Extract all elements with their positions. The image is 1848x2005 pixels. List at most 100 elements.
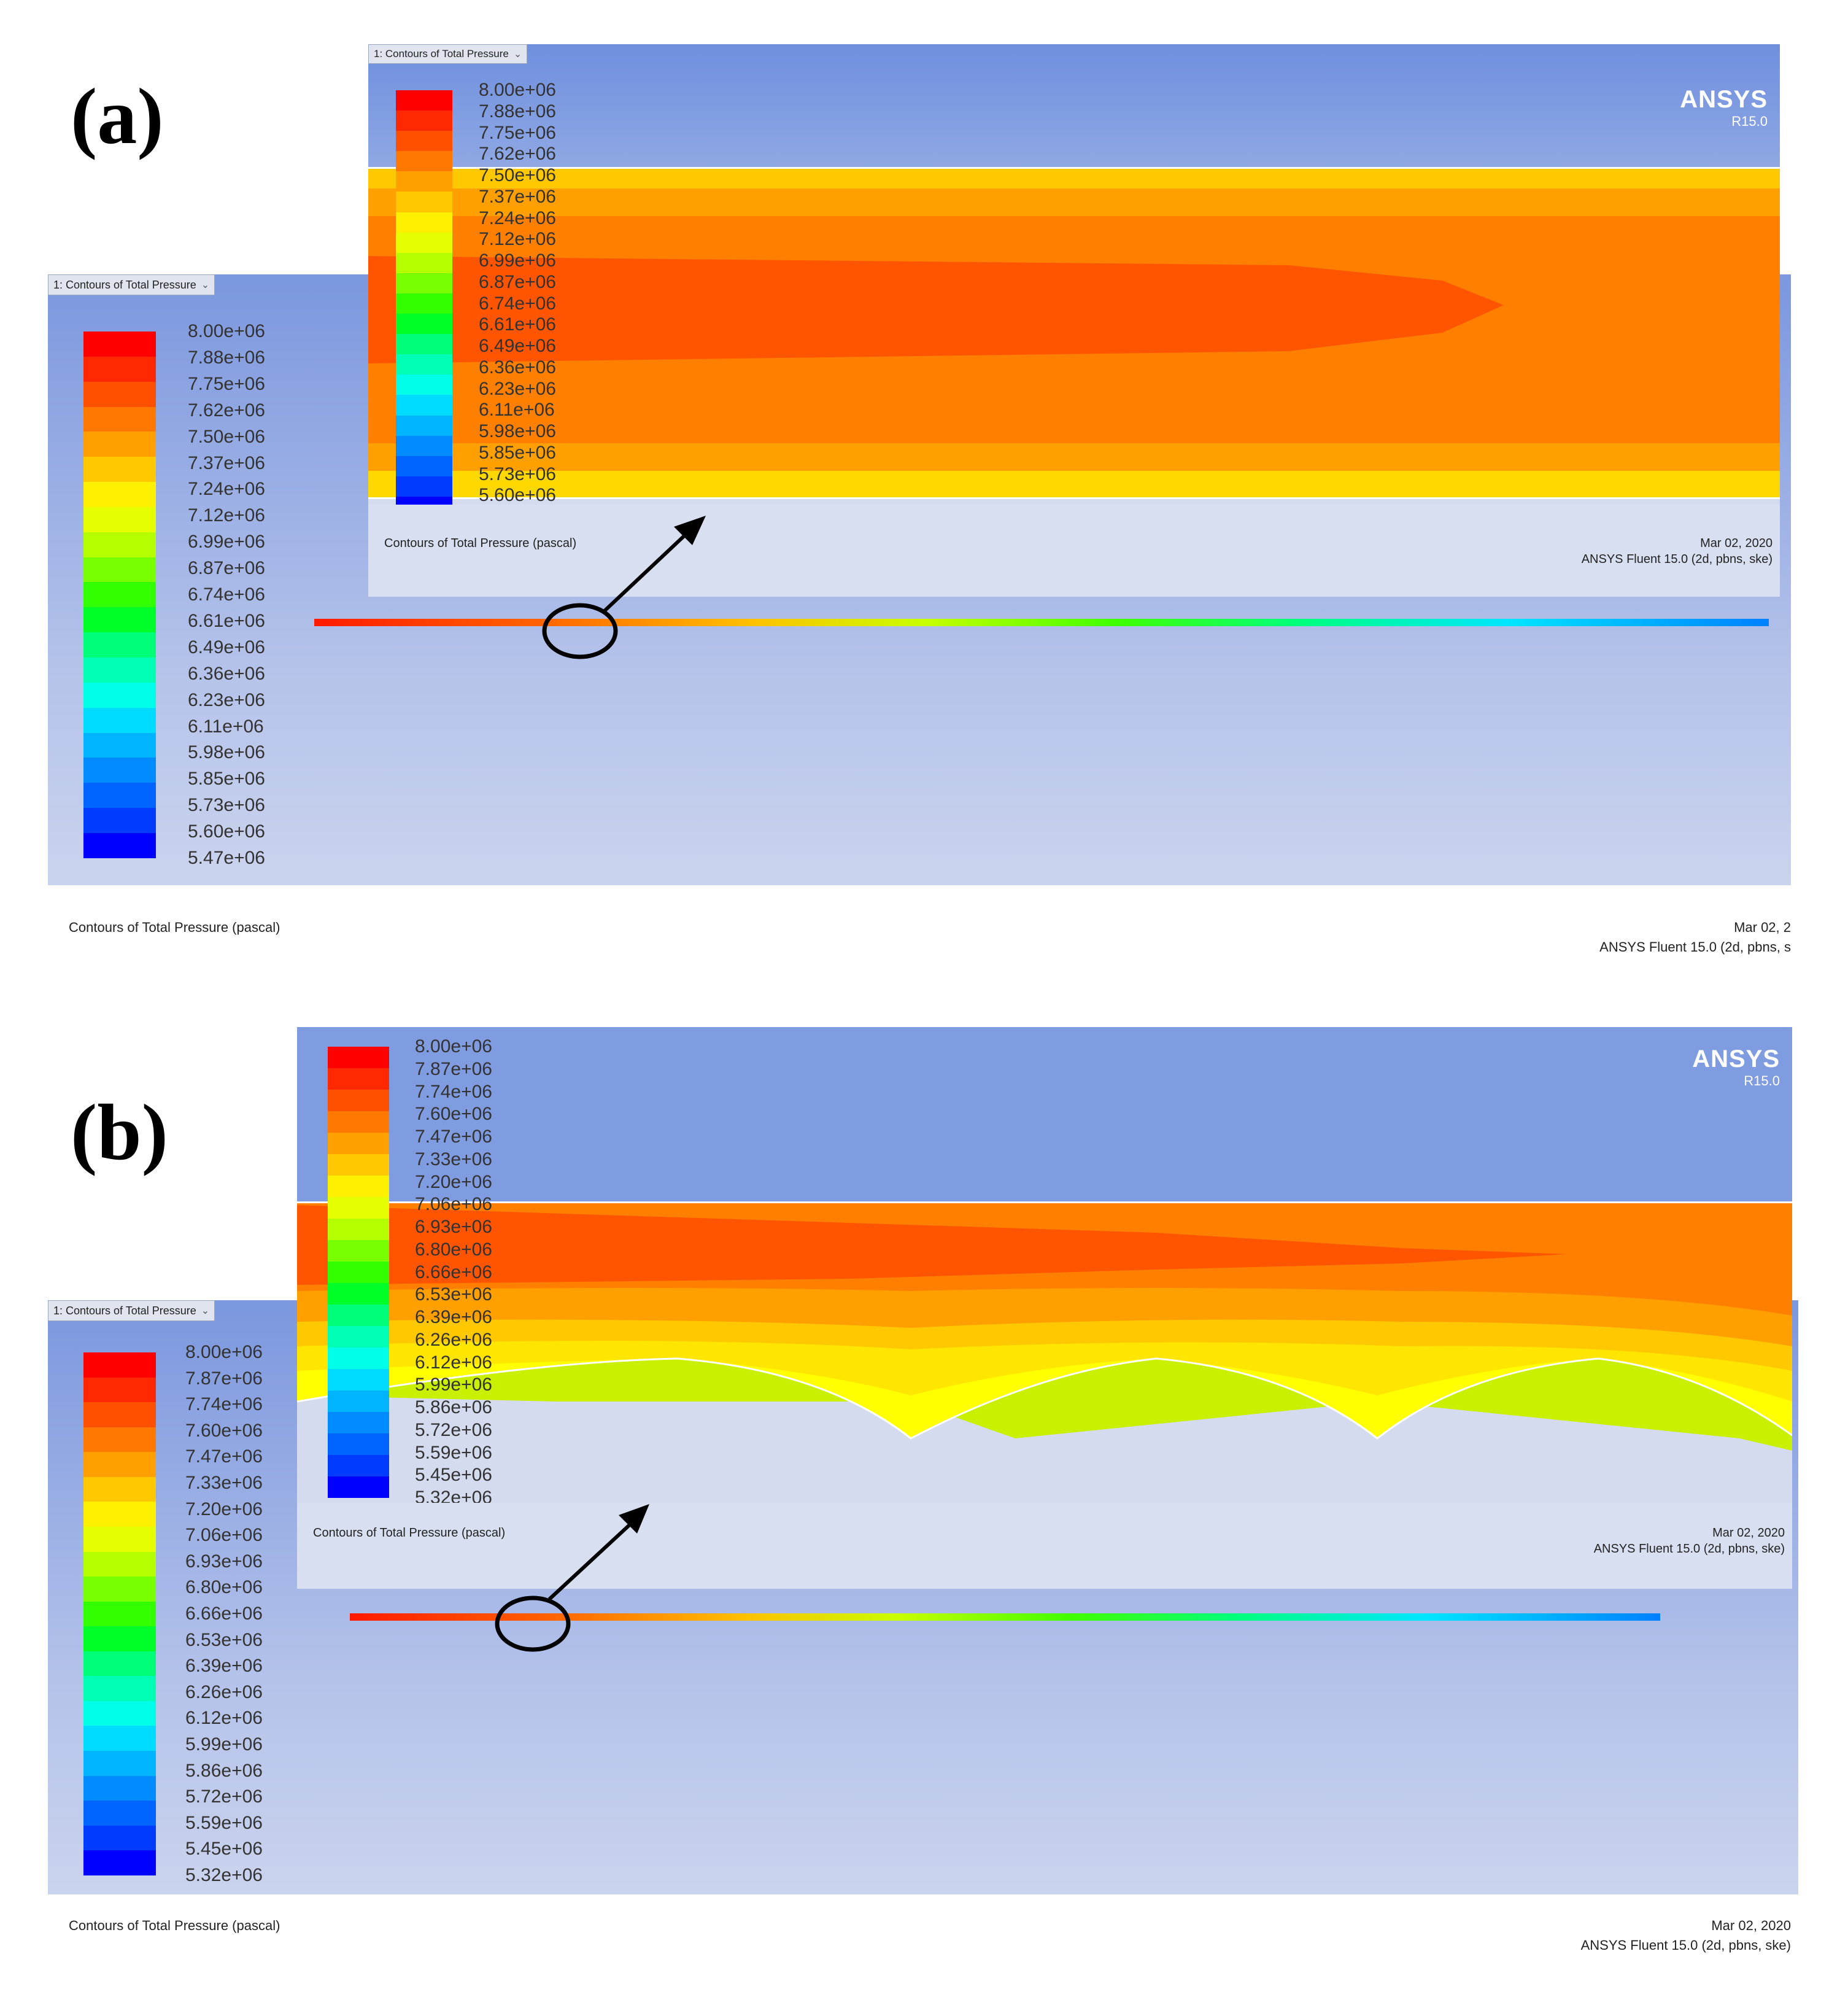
legend-tick-label: 6.49e+06 [479, 336, 556, 356]
legend-tick-label: 5.72e+06 [185, 1786, 263, 1807]
colormap-swatch [328, 1133, 389, 1154]
colormap-swatch [83, 783, 156, 809]
legend-tick-label: 7.06e+06 [415, 1194, 492, 1215]
colormap-swatch [328, 1262, 389, 1283]
legend-tick-label: 5.45e+06 [185, 1839, 263, 1860]
colormap-swatch [396, 415, 452, 436]
colormap-swatch [83, 432, 156, 457]
panel-a-main-title-dropdown[interactable]: 1: Contours of Total Pressure ⌄ [48, 274, 215, 295]
colormap-bar [83, 1352, 156, 1875]
colormap-swatch [83, 1402, 156, 1427]
colormap-swatch [83, 1526, 156, 1552]
colormap-swatch [83, 332, 156, 357]
legend-tick-label: 6.93e+06 [415, 1217, 492, 1237]
colormap-bar [396, 90, 452, 517]
version-stamp: ANSYS Fluent 15.0 (2d, pbns, ske) [1593, 1542, 1785, 1556]
legend-tick-label: 7.33e+06 [415, 1149, 492, 1169]
legend-tick-label: 6.93e+06 [185, 1551, 263, 1572]
legend-tick-label: 6.66e+06 [415, 1262, 492, 1282]
legend-tick-label: 5.98e+06 [188, 742, 265, 763]
legend-tick-label: 7.47e+06 [415, 1127, 492, 1147]
legend-tick-label: 6.12e+06 [415, 1352, 492, 1373]
colormap-swatch [83, 406, 156, 432]
legend-tick-label: 8.00e+06 [415, 1036, 492, 1057]
legend-tick-label: 7.12e+06 [188, 505, 265, 526]
colormap-swatch [83, 732, 156, 758]
colormap-swatch [83, 506, 156, 532]
legend-tick-label: 6.53e+06 [185, 1629, 263, 1650]
legend-tick-label: 7.62e+06 [188, 400, 265, 421]
window-title: 1: Contours of Total Pressure [53, 1304, 196, 1317]
legend-tick-label: 5.60e+06 [479, 485, 556, 506]
colormap-swatch [328, 1369, 389, 1390]
colormap-swatch [83, 657, 156, 683]
colormap-swatch [83, 1775, 156, 1801]
legend-tick-label: 6.11e+06 [188, 716, 264, 737]
panel-a-contour-field [368, 167, 1780, 499]
colormap-swatch [396, 111, 452, 131]
legend-tick-label: 6.74e+06 [188, 584, 265, 605]
legend-tick-label: 7.24e+06 [188, 479, 265, 500]
colormap-swatch [328, 1348, 389, 1369]
panel-b-zoom-window: 8.00e+06 7.87e+06 7.74e+06 7.60e+06 7.47e+06… [297, 1027, 1792, 1589]
colormap-swatch [396, 151, 452, 172]
colormap-swatch [83, 457, 156, 483]
legend-tick-label: 6.80e+06 [185, 1577, 263, 1598]
chevron-down-icon: ⌄ [513, 49, 522, 60]
colormap-swatch [83, 832, 156, 858]
panel-b-main-title-dropdown[interactable]: 1: Contours of Total Pressure ⌄ [48, 1300, 215, 1321]
panel-a-zoom-footer: Contours of Total Pressure (pascal) Mar … [368, 505, 1780, 597]
panel-a-zoom-title-dropdown[interactable]: 1: Contours of Total Pressure ⌄ [368, 44, 528, 64]
colormap-swatch [328, 1305, 389, 1326]
window-title: 1: Contours of Total Pressure [53, 278, 196, 291]
colormap-swatch [83, 1551, 156, 1577]
chevron-down-icon: ⌄ [201, 1306, 210, 1316]
wall-line-top [368, 167, 1780, 169]
colormap-swatch [396, 192, 452, 212]
legend-tick-label: 6.23e+06 [479, 378, 556, 399]
legend-tick-label: 7.06e+06 [185, 1525, 263, 1546]
colormap-swatch [83, 607, 156, 633]
colormap-swatch [328, 1326, 389, 1348]
date-stamp: Mar 02, 2 [1734, 920, 1791, 935]
colormap-swatch [83, 582, 156, 608]
legend-tick-label: 6.39e+06 [415, 1307, 492, 1327]
colormap-swatch [328, 1219, 389, 1240]
colormap-swatch [328, 1455, 389, 1476]
panel-a-main-footer: Contours of Total Pressure (pascal) Mar … [48, 885, 1791, 980]
colormap-swatch [83, 1601, 156, 1627]
colormap-swatch [396, 476, 452, 497]
colormap-swatch [83, 1427, 156, 1452]
legend-tick-label: 5.45e+06 [415, 1465, 492, 1486]
legend-tick-label: 6.66e+06 [185, 1604, 263, 1624]
colormap-swatch [396, 232, 452, 253]
colormap-swatch [83, 1576, 156, 1602]
colormap-swatch [83, 1825, 156, 1851]
legend-tick-label: 7.50e+06 [188, 426, 265, 447]
colormap-swatch [396, 212, 452, 233]
legend-tick-label: 5.73e+06 [188, 795, 265, 816]
version-stamp: ANSYS Fluent 15.0 (2d, pbns, ske) [1581, 553, 1773, 566]
chevron-down-icon: ⌄ [201, 280, 210, 290]
colormap-bar [83, 332, 156, 858]
colormap-swatch [83, 1626, 156, 1651]
ansys-brand: ANSYS R15.0 [1680, 86, 1768, 130]
panel-b-contour-field [297, 1027, 1792, 1451]
legend-tick-label: 6.61e+06 [188, 610, 265, 631]
legend-tick-label: 6.87e+06 [479, 271, 556, 292]
legend-tick-label: 7.37e+06 [188, 452, 265, 473]
colormap-swatch [83, 1377, 156, 1403]
legend-tick-label: 6.39e+06 [185, 1656, 263, 1677]
contour-core-dark-orange [368, 256, 1504, 363]
colormap-swatch [83, 1701, 156, 1726]
legend-tick-label: 7.88e+06 [188, 347, 265, 368]
legend-tick-label: 7.88e+06 [479, 101, 556, 122]
legend-tick-label: 6.74e+06 [479, 293, 556, 314]
colormap-swatch [328, 1068, 389, 1090]
legend-tick-label: 7.20e+06 [415, 1171, 492, 1192]
release-label: R15.0 [1744, 1073, 1780, 1088]
colormap-swatch [83, 1651, 156, 1677]
caption: Contours of Total Pressure (pascal) [69, 920, 280, 935]
legend-tick-label: 6.61e+06 [479, 314, 556, 335]
colormap-swatch [396, 395, 452, 416]
